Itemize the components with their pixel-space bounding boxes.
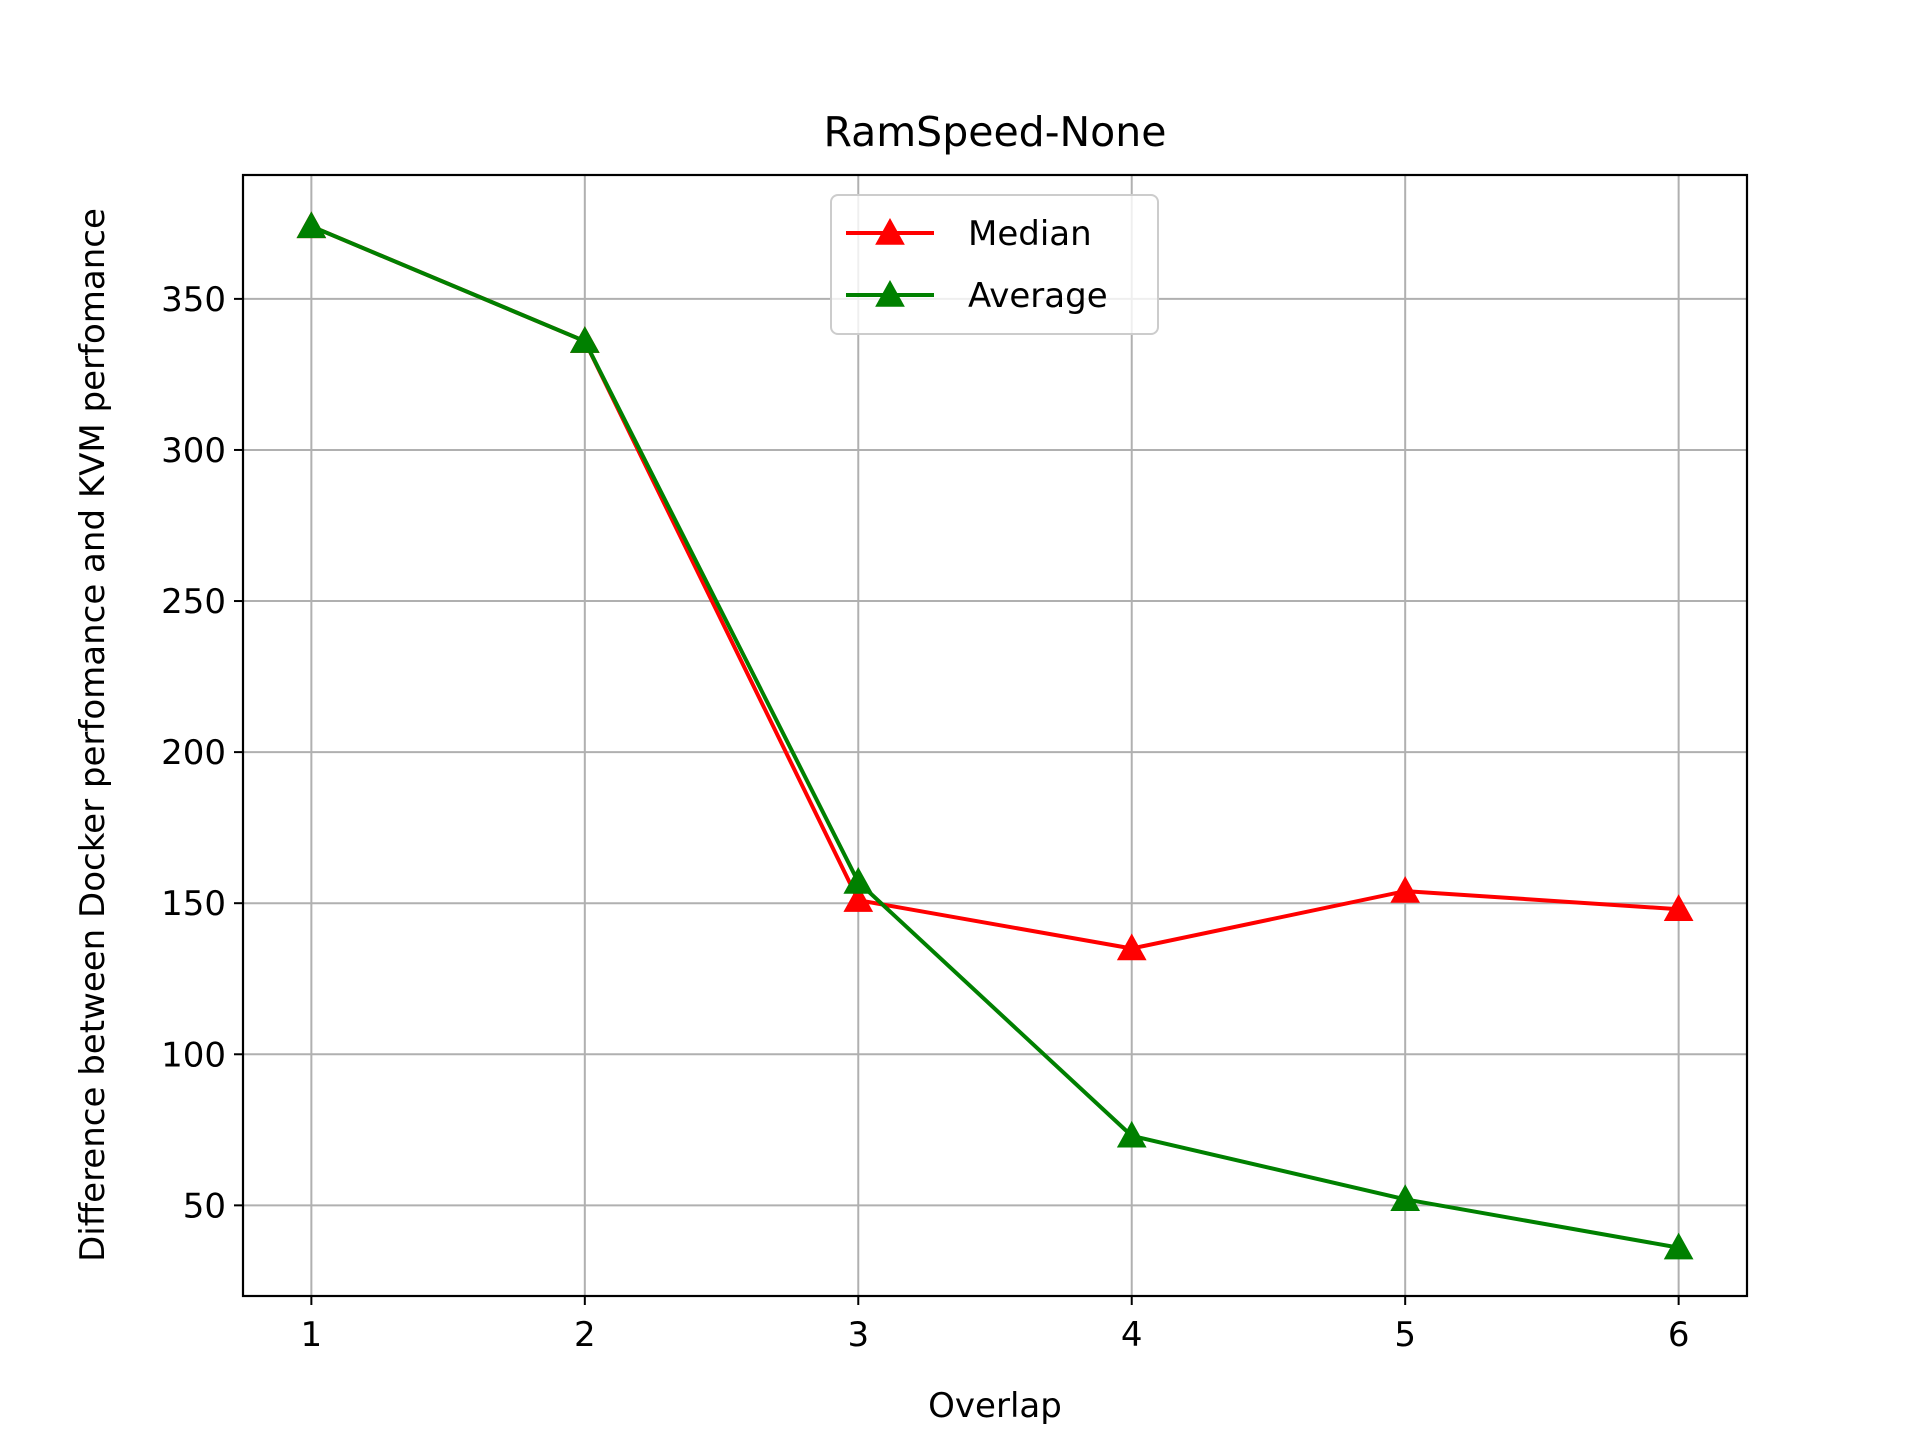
data-point-average (1116, 1120, 1147, 1148)
y-tick-label: 150 (161, 884, 226, 924)
x-tick-label: 3 (847, 1315, 869, 1355)
legend-marker-average (875, 279, 905, 307)
data-point-median (1663, 894, 1694, 921)
tick-layer: 1 2 3 4 5 6 50 100 150 200 250 300 350 (161, 280, 1689, 1355)
series-line-average (308, 223, 1681, 1250)
x-axis-title: Overlap (928, 1386, 1062, 1426)
data-point-average (296, 211, 327, 239)
x-tick-label: 6 (1668, 1315, 1690, 1355)
y-tick-label: 300 (161, 431, 226, 471)
series-layer (296, 211, 1694, 1260)
x-tick-label: 2 (574, 1315, 596, 1355)
x-tick-label: 1 (301, 1315, 323, 1355)
data-point-average (843, 867, 874, 894)
data-point-average (569, 326, 600, 353)
data-point-median (1116, 933, 1147, 961)
y-tick-label: 350 (161, 280, 226, 320)
x-tick-label: 5 (1394, 1315, 1416, 1355)
x-tick-label: 4 (1121, 1315, 1143, 1355)
data-point-median (1390, 876, 1421, 903)
legend: Median Average (830, 194, 1159, 335)
y-tick-label: 100 (161, 1035, 226, 1075)
y-axis-title: Difference between Docker perfomance and… (73, 208, 113, 1262)
plot-frame (241, 173, 1749, 1298)
y-tick-label: 50 (183, 1186, 226, 1226)
legend-box (830, 194, 1159, 335)
chart-title: RamSpeed-None (824, 108, 1167, 156)
legend-label-average: Average (968, 276, 1108, 316)
y-tick-label: 200 (161, 733, 226, 773)
legend-label-median: Median (968, 214, 1092, 254)
data-point-median (843, 885, 874, 912)
legend-marker-median (875, 217, 905, 245)
grid-layer (243, 175, 1747, 1296)
data-point-average (1390, 1184, 1421, 1212)
data-point-average (1663, 1232, 1694, 1260)
y-tick-label: 250 (161, 582, 226, 622)
